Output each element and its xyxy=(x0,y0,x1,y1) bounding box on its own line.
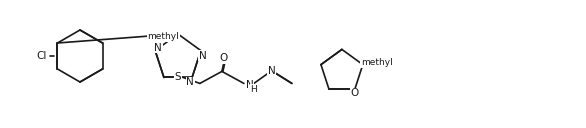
Text: O: O xyxy=(350,88,359,98)
Text: H: H xyxy=(251,85,257,94)
Text: methyl: methyl xyxy=(147,32,179,41)
Text: N: N xyxy=(268,66,276,76)
Text: N: N xyxy=(154,43,162,53)
Text: N: N xyxy=(186,77,194,87)
Text: O: O xyxy=(220,53,228,63)
Text: N: N xyxy=(199,51,207,61)
Text: Cl: Cl xyxy=(37,51,47,61)
Text: methyl: methyl xyxy=(361,58,393,67)
Text: N: N xyxy=(246,80,254,90)
Text: S: S xyxy=(175,72,181,82)
